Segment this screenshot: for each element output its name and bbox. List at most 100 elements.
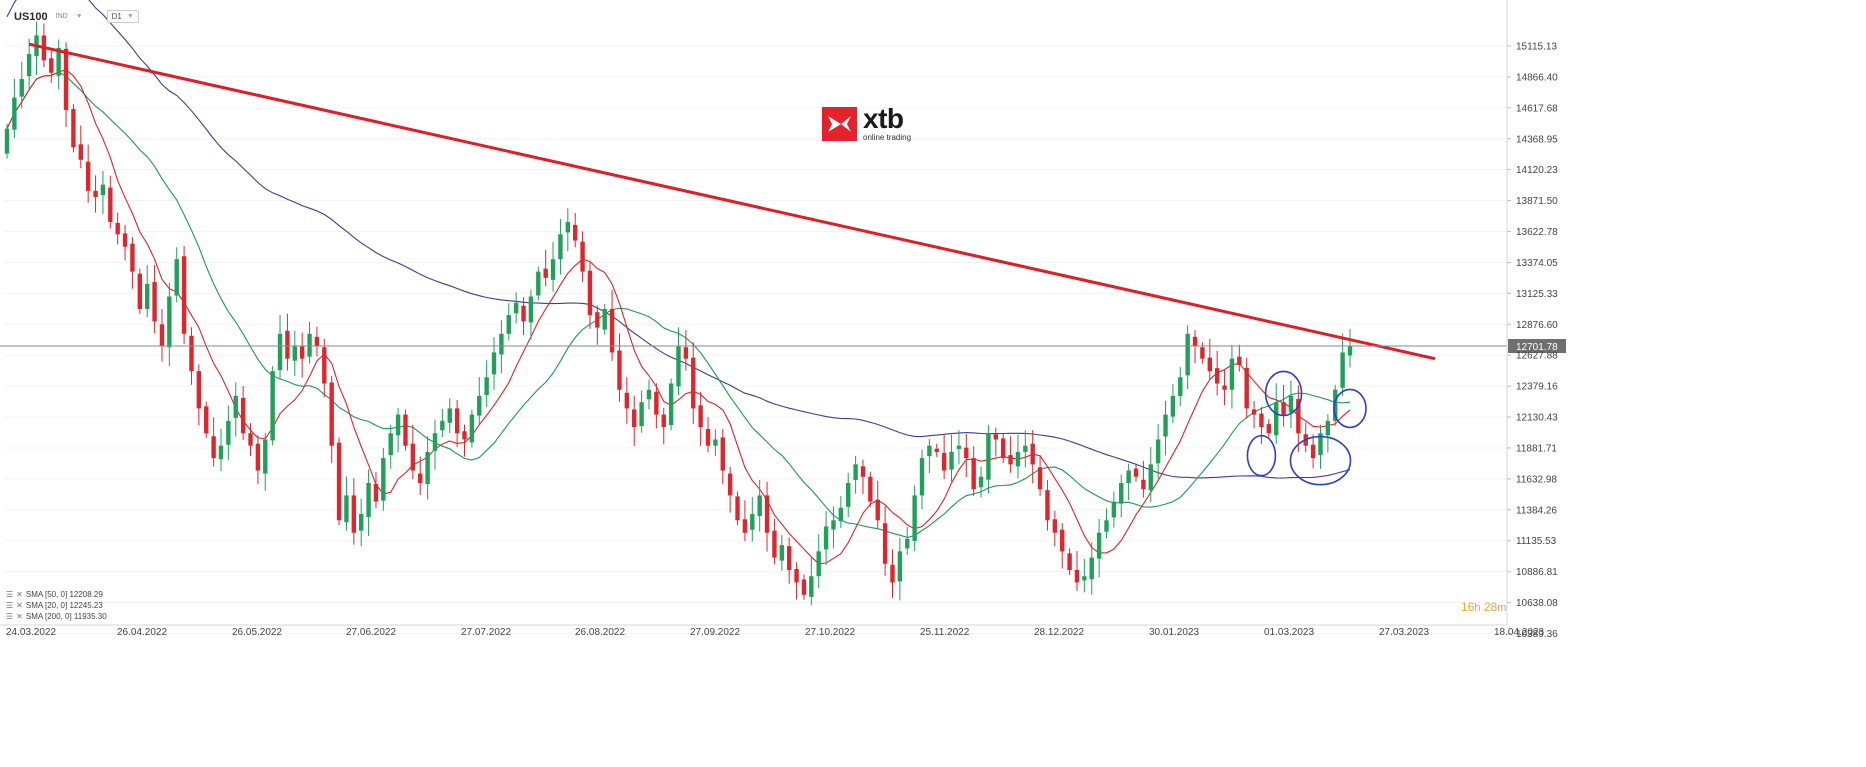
candle-body [499,333,504,355]
legend-item-sma50[interactable]: ☰ ✕ SMA [50, 0] 12208.29 [6,589,107,600]
candle-body [978,476,984,488]
candle-body [1274,402,1279,436]
candle-body [934,448,939,452]
y-tick-label: 14866.40 [1516,72,1558,83]
candle-body [26,54,32,76]
candle-body [1119,482,1124,504]
y-axis: 15115.13 14866.40 14617.68 14368.95 14120.23… [1506,0,1558,640]
timeframe-label: D1 [111,12,122,21]
candle-body [432,433,438,451]
y-tick-label: 12876.60 [1516,320,1558,331]
close-icon[interactable]: ✕ [16,601,23,610]
x-tick-label: 26.05.2022 [232,627,282,638]
y-tick-label: 13374.05 [1516,258,1558,269]
x-tick-label: 26.08.2022 [575,627,625,638]
y-tick-label: 13622.78 [1516,227,1558,238]
candle-body [646,389,652,400]
sma-50-line [6,71,1351,538]
candle-body [1141,479,1146,490]
candle-body [167,296,172,348]
close-icon[interactable]: ✕ [16,590,23,599]
candle-body [336,442,342,521]
legend-item-sma200[interactable]: ☰ ✕ SMA [200, 0] 11935.30 [6,611,107,622]
y-tick-label: 10389.36 [1516,629,1558,640]
candle-body [927,445,932,457]
x-tick-label: 01.03.2023 [1264,627,1314,638]
candle-body [676,346,681,387]
legend-label: SMA [20, 0] 12245.23 [25,601,103,610]
candle-body [1148,464,1153,491]
candle-body [277,333,283,371]
candle-body [1222,385,1227,390]
candle-body [299,346,305,359]
candle-body [912,495,917,541]
symbol-label[interactable]: US100 [14,10,48,23]
candle-body [816,551,821,577]
candle-body [521,305,526,322]
candle-body [418,473,423,483]
y-tick-label: 11632.98 [1516,474,1557,485]
candle-body [1318,433,1323,456]
candle-body [358,514,364,531]
annotation-circle [1264,370,1303,417]
x-tick-label: 27.07.2022 [461,627,511,638]
candle-body [344,495,349,523]
list-icon: ☰ [6,590,14,599]
candle-body [1096,532,1102,559]
candle-body [882,523,888,564]
candle-body [366,482,371,518]
candle-body [322,347,327,384]
candle-body [1052,519,1058,533]
candle-body [381,458,386,501]
y-tick-label: 15115.13 [1516,42,1557,53]
close-icon[interactable]: ✕ [16,612,23,621]
candle-body [1126,470,1131,483]
chevron-down-icon[interactable]: ▼ [75,13,83,20]
candle-body [809,576,814,597]
candle-body [580,241,585,272]
candle-body [550,259,556,280]
price-chart[interactable]: 12701.78 15115.13 14866.40 14617.68 14368.9… [0,0,1566,647]
sma-20-line [6,68,1351,565]
candle-body [905,538,910,549]
candle-body [1288,395,1294,413]
candle-body [624,392,630,409]
y-tick-label: 13125.33 [1516,289,1558,300]
candle-body [1045,490,1050,521]
candle-body [617,350,622,390]
candle-body [174,259,179,296]
candle-body [403,414,408,446]
candle-body [705,429,711,446]
candle-body [661,414,666,428]
x-mark-icon [828,115,851,132]
candle-body [19,78,24,97]
candle-body [1244,367,1249,409]
annotation-circle [1289,435,1352,486]
candle-body [122,233,128,247]
candle-body [890,564,895,583]
candle-body [632,409,637,428]
annotation-circle [1333,388,1367,429]
candle-body [1082,576,1087,581]
x-tick-label: 27.03.2023 [1379,627,1429,638]
candle-body [786,546,792,571]
candle-body [853,464,858,480]
timeframe-selector[interactable]: D1 ▼ [106,10,139,23]
candle-body [1111,501,1117,518]
candle-body [764,495,770,533]
candle-body [1340,352,1345,388]
price-tag-bg [1508,339,1566,354]
y-tick-label: 12130.43 [1516,413,1558,424]
list-icon: ☰ [6,612,14,621]
candle-body [941,452,947,471]
candle-body [388,433,393,456]
candle-body [1310,444,1316,459]
current-price-line: 12701.78 [0,339,1566,354]
legend-item-sma20[interactable]: ☰ ✕ SMA [20, 0] 12245.23 [6,600,107,611]
trendline-path [28,42,1436,361]
candle-body [477,395,482,416]
candle-body [1067,553,1072,571]
candle-body [395,414,401,436]
candle-body [572,224,578,241]
candle-body [1163,414,1168,437]
